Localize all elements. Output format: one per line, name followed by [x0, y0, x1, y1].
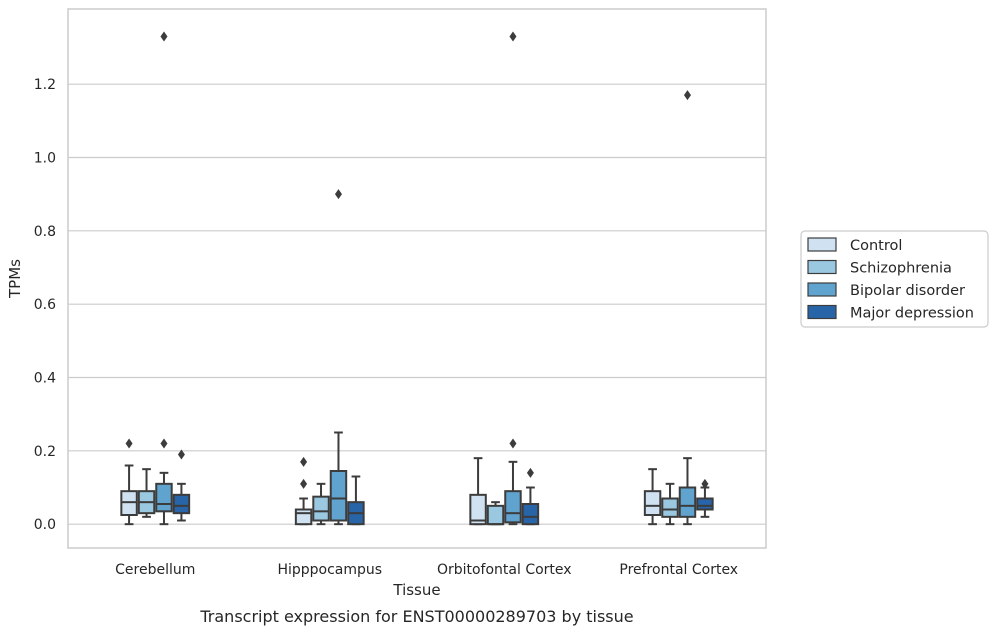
y-tick-label: 0.6 [34, 297, 56, 313]
x-tick-label: Orbitofontal Cortex [437, 562, 572, 578]
x-tick-label: Cerebellum [115, 562, 195, 578]
box [155, 482, 173, 513]
legend-swatch [807, 237, 837, 252]
legend-label: Control [850, 238, 902, 254]
outlier-point [160, 438, 168, 449]
x-tick-label: Hipppocampus [277, 562, 382, 578]
outlier-point [160, 31, 168, 42]
legend-label: Schizophrenia [850, 261, 952, 277]
legend-swatch [807, 259, 837, 275]
outlier-point [300, 478, 308, 489]
plot-area [68, 9, 766, 548]
y-tick-label: 1.2 [34, 77, 56, 93]
y-tick-label: 0.2 [34, 444, 56, 460]
outlier-point [509, 31, 517, 42]
x-axis-label: Tissue [392, 581, 440, 599]
outlier-point [125, 438, 133, 449]
legend-label: Major depression [850, 306, 974, 322]
y-tick-label: 0.4 [34, 371, 56, 387]
legend: Control Schizophrenia Bipolar disorder Majo… [800, 230, 989, 328]
box [678, 486, 697, 518]
legend-swatch [807, 282, 837, 297]
outlier-point [334, 189, 342, 200]
legend-box [800, 230, 989, 328]
outlier-point [701, 478, 709, 489]
plot-frame [67, 8, 767, 549]
outlier-point [509, 438, 517, 449]
y-tick-label: 0.0 [34, 517, 56, 533]
box [329, 470, 348, 522]
box [521, 503, 540, 526]
x-tick-label: Prefrontal Cortex [619, 562, 738, 578]
box [486, 504, 505, 526]
box [661, 497, 679, 518]
y-axis-label: TPMs [6, 259, 24, 299]
box [696, 497, 714, 511]
box [469, 493, 487, 526]
box [504, 490, 522, 524]
y-tick-label: 0.8 [34, 224, 56, 240]
y-tick-label: 1.0 [34, 151, 56, 167]
box [294, 508, 313, 526]
box [312, 495, 330, 522]
legend-swatch [807, 304, 837, 320]
outlier-point [683, 90, 691, 101]
outlier-point [177, 449, 185, 460]
outlier-point [300, 456, 308, 467]
figure-caption: Transcript expression for ENST0000028970… [199, 607, 633, 626]
outlier-point [526, 467, 534, 478]
legend-label: Bipolar disorder [850, 283, 965, 299]
box [643, 490, 662, 516]
box [172, 493, 191, 515]
